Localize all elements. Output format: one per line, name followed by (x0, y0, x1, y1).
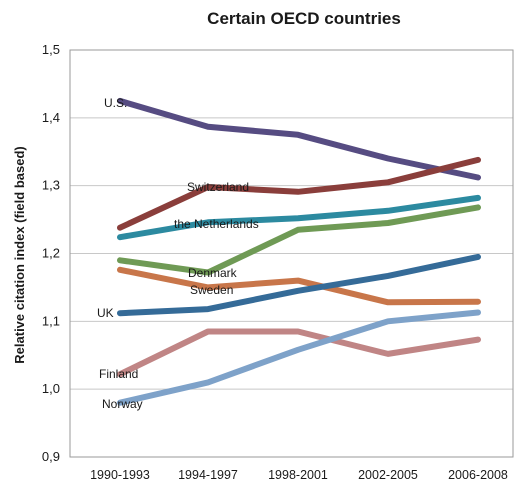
y-tick-label: 1,5 (42, 42, 60, 57)
y-tick-label: 1,2 (42, 246, 60, 261)
x-tick-label: 1994-1997 (178, 468, 238, 482)
y-tick-label: 0,9 (42, 449, 60, 464)
series-line-uk (117, 253, 481, 317)
series-label: UK (97, 306, 114, 320)
series-label: Norway (102, 397, 143, 411)
y-tick-label: 1,4 (42, 110, 60, 125)
x-tick-label: 2002-2005 (358, 468, 418, 482)
y-tick-labels: 0,9 1,0 1,1 1,2 1,3 1,4 1,5 (42, 42, 60, 464)
y-tick-label: 1,0 (42, 381, 60, 396)
series-label: Finland (99, 367, 138, 381)
series-line-the-netherlands (117, 194, 481, 241)
y-tick-label: 1,3 (42, 178, 60, 193)
series-line-u-s (117, 97, 481, 181)
series-line-switzerland (117, 156, 481, 231)
series-line-denmark (117, 204, 481, 276)
y-tick-label: 1,1 (42, 313, 60, 328)
series-label: U.S. (104, 96, 127, 110)
chart-title: Certain OECD countries (207, 9, 401, 28)
series-label: Denmark (188, 266, 238, 280)
series-line-norway (117, 309, 481, 406)
series-label: Switzerland (187, 180, 249, 194)
y-axis-label: Relative citation index (field based) (12, 146, 27, 363)
x-tick-labels: 1990-1993 1994-1997 1998-2001 2002-2005 2006… (90, 468, 508, 482)
series-label: the Netherlands (174, 217, 259, 231)
series-labels: U.S. Switzerland the Netherlands Denmark Swe… (97, 96, 259, 411)
plot-frame (69, 49, 514, 458)
x-tick-label: 1990-1993 (90, 468, 150, 482)
series-lines (117, 97, 481, 406)
x-tick-label: 1998-2001 (268, 468, 328, 482)
series-label: Sweden (190, 283, 233, 297)
series-line-sweden (117, 266, 481, 306)
series-line-finland (117, 328, 481, 378)
x-tick-label: 2006-2008 (448, 468, 508, 482)
